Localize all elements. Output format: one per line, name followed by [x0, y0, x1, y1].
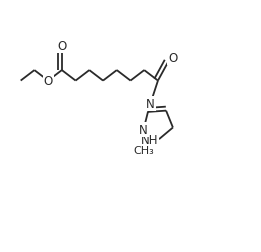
Text: O: O: [44, 75, 53, 88]
Text: O: O: [57, 40, 67, 52]
Text: O: O: [168, 51, 177, 65]
Text: NH: NH: [141, 133, 158, 146]
Text: CH₃: CH₃: [133, 145, 154, 155]
Text: N: N: [146, 98, 155, 111]
Text: N: N: [139, 123, 148, 137]
